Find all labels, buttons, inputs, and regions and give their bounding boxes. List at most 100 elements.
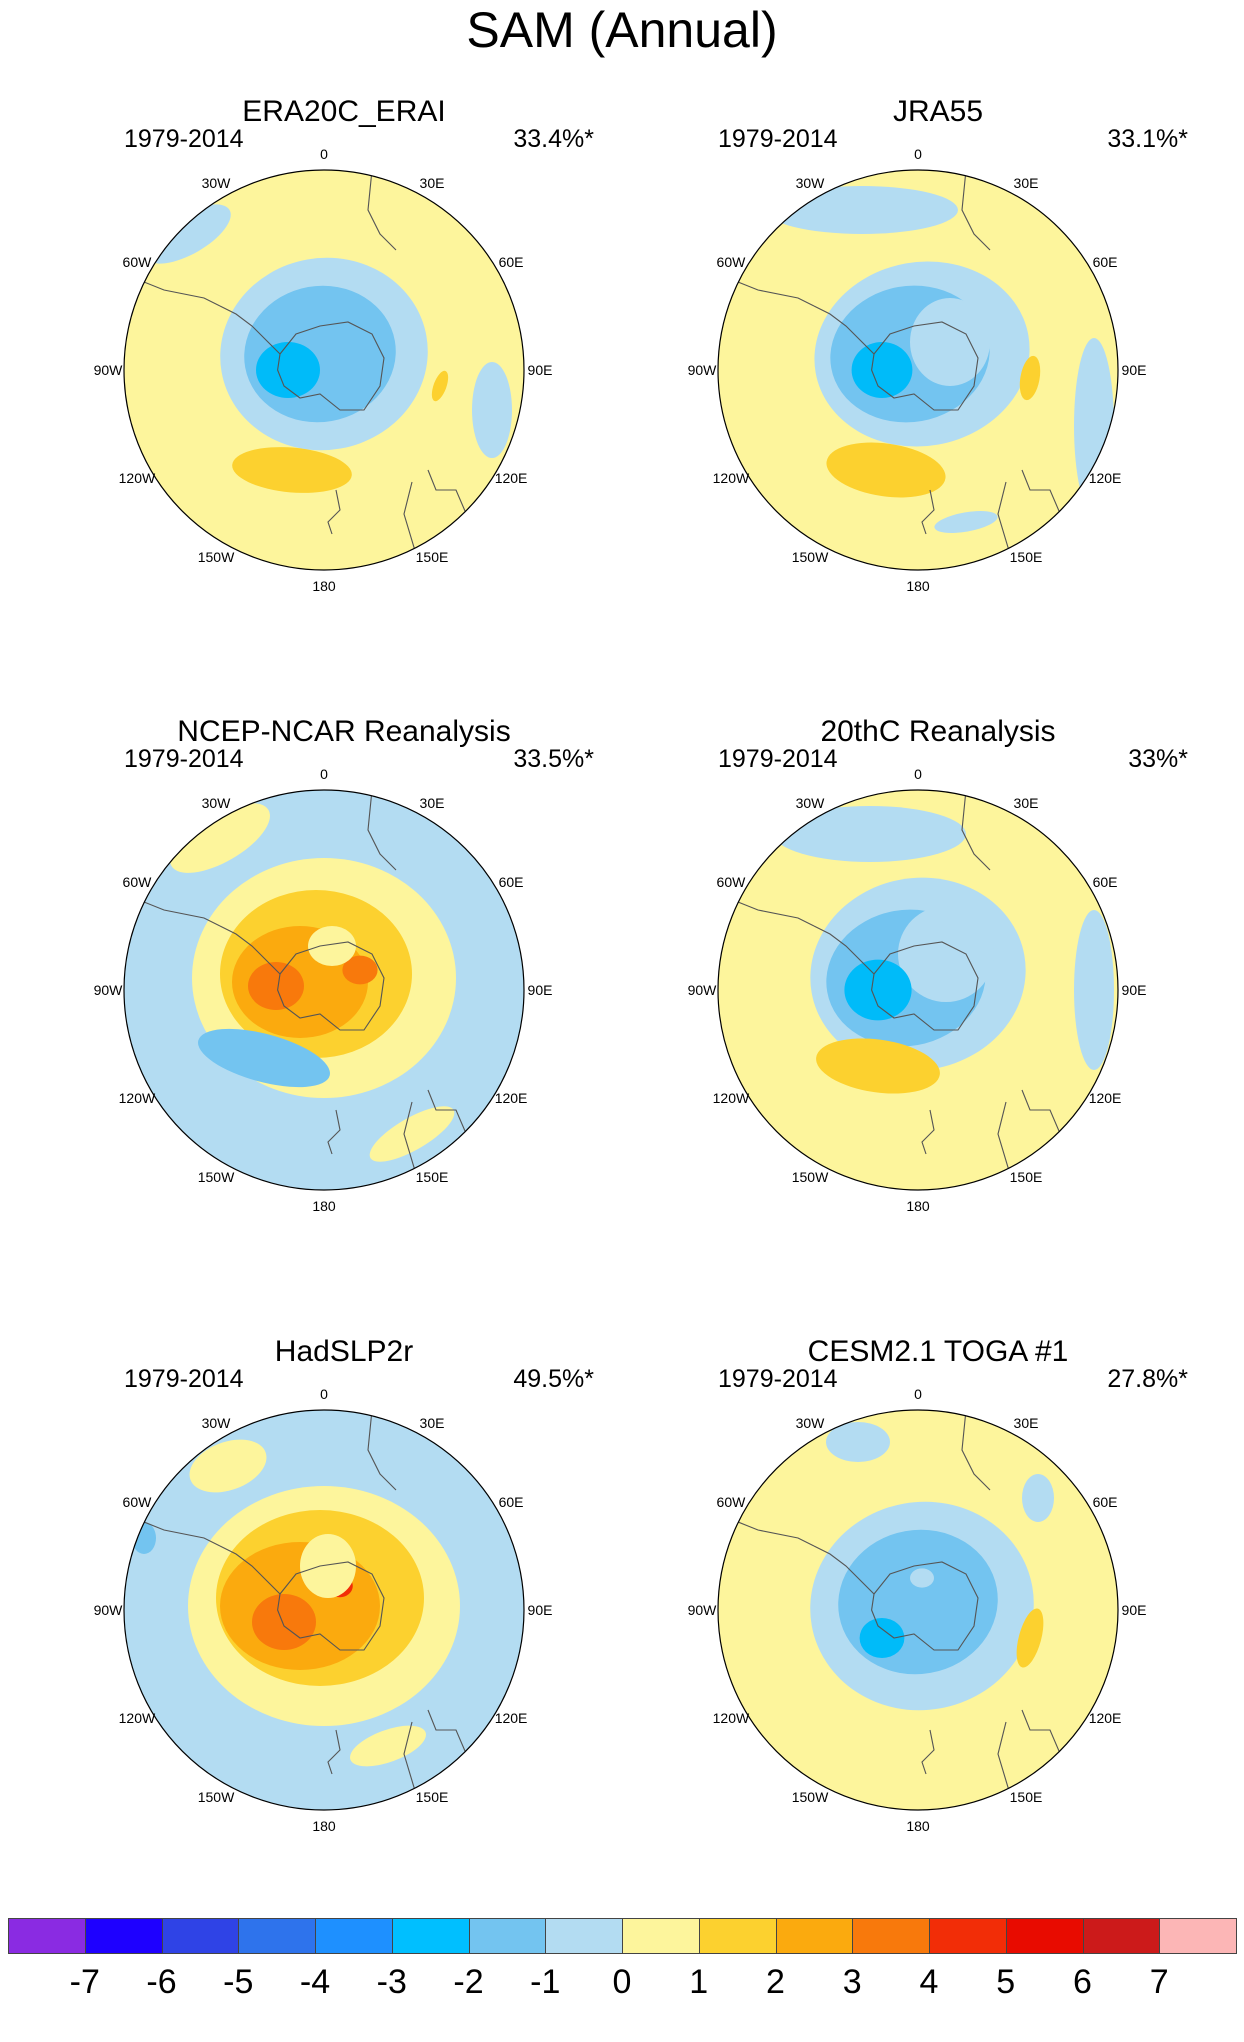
longitude-label: 90E	[527, 982, 553, 998]
panel-period: 1979-2014	[718, 745, 838, 773]
contour-region	[431, 370, 449, 402]
map-panel: NCEP-NCAR Reanalysis 1979-2014 33.5%* 0 30E 6…	[54, 690, 634, 1270]
longitude-label: 180	[312, 578, 336, 594]
colorbar-box	[1082, 1918, 1161, 1954]
continent-coastline	[961, 170, 991, 251]
longitude-label: 30W	[201, 794, 231, 811]
contour-region	[816, 1038, 940, 1094]
map-panel: ERA20C_ERAI 1979-2014 33.4%* 0 30E 60E 90E 120E…	[54, 70, 634, 650]
colorbar-box	[84, 1918, 163, 1954]
contour-region	[252, 1594, 316, 1650]
longitude-label: 120E	[1088, 1710, 1122, 1726]
continent-coastline	[367, 170, 397, 251]
longitude-label: 90W	[687, 1602, 717, 1618]
colorbar-tick-label: -7	[69, 1963, 100, 2001]
contour-region	[1019, 355, 1041, 401]
polar-map	[123, 169, 525, 571]
anomaly-field	[718, 1410, 1118, 1810]
panel-title: NCEP-NCAR Reanalysis	[177, 715, 511, 748]
contour-region	[851, 342, 913, 398]
contour-region	[256, 342, 320, 398]
contour-region	[1074, 910, 1114, 1070]
continent-coastline	[921, 1729, 935, 1775]
longitude-label: 0	[320, 1386, 328, 1402]
contour-region	[826, 442, 946, 498]
map-boundary	[123, 1409, 525, 1811]
longitude-label: 150W	[197, 1789, 235, 1806]
colorbar-tick-label: 6	[1073, 1963, 1092, 2001]
polar-map	[123, 789, 525, 1191]
contour-region	[369, 1106, 455, 1162]
contour-region	[826, 1422, 890, 1462]
longitude-label: 120W	[118, 1710, 156, 1726]
longitude-label: 150W	[791, 1789, 829, 1806]
map-boundary	[123, 169, 525, 571]
colorbar-box	[391, 1918, 470, 1954]
longitude-label: 0	[320, 146, 328, 162]
figure-title: SAM (Annual)	[466, 2, 778, 58]
colorbar-tick-label: -5	[223, 1963, 254, 2001]
longitude-label: 30E	[419, 1414, 445, 1431]
longitude-label: 120E	[1088, 1090, 1122, 1106]
longitude-label: 120E	[1088, 470, 1122, 486]
longitude-label: 30W	[201, 174, 231, 191]
continent-coastline	[961, 790, 991, 871]
longitude-label: 0	[914, 1386, 922, 1402]
longitude-label: 30W	[795, 1414, 825, 1431]
colorbar-tick-label: -4	[299, 1963, 331, 2001]
contour-region	[934, 511, 998, 533]
colorbar-tick-label: 2	[766, 1963, 785, 2001]
anomaly-field	[124, 1410, 524, 1810]
contour-region	[170, 803, 270, 873]
map-panel: JRA55 1979-2014 33.1%* 0 30E 60E 90E 120E 150E 18…	[648, 70, 1228, 650]
longitude-label: 90E	[527, 1602, 553, 1618]
longitude-label: 180	[906, 1198, 930, 1214]
antarctica-coastline	[277, 321, 385, 411]
continent-coastline	[367, 1410, 397, 1491]
map-boundary	[717, 169, 1119, 571]
map-boundary	[717, 789, 1119, 1191]
continent-coastline	[327, 489, 341, 535]
map-boundary	[123, 789, 525, 1191]
continent-coastline	[327, 1109, 341, 1155]
colorbar-box	[8, 1918, 86, 1954]
polar-map	[717, 169, 1119, 571]
contour-region	[774, 806, 966, 862]
panel-variance: 33.5%*	[513, 745, 594, 773]
continent-coastline	[367, 790, 397, 871]
longitude-label: 150E	[415, 549, 449, 566]
continent-coastline	[327, 1729, 341, 1775]
polar-map	[717, 1409, 1119, 1811]
anomaly-field	[124, 170, 524, 570]
panel-title: JRA55	[892, 95, 984, 128]
panel-period: 1979-2014	[124, 125, 244, 153]
longitude-label: 30E	[1013, 794, 1039, 811]
map-panel: 20thC Reanalysis 1979-2014 33%* 0 30E 60E 90E 1…	[648, 690, 1228, 1270]
colorbar-box	[698, 1918, 777, 1954]
map-panel: HadSLP2r 1979-2014 49.5%* 0 30E 60E 90E 120E 150…	[54, 1310, 634, 1890]
longitude-label: 120E	[494, 470, 528, 486]
contour-region	[472, 362, 512, 458]
peninsula-coastline	[813, 1545, 875, 1595]
colorbar-box	[929, 1918, 1007, 1954]
contour-region	[844, 959, 912, 1021]
longitude-label: 30E	[1013, 1414, 1039, 1431]
longitude-label: 150E	[1009, 1789, 1043, 1806]
peninsula-coastline	[219, 305, 281, 355]
colorbar-box	[1005, 1918, 1084, 1954]
contour-region	[859, 1618, 905, 1658]
longitude-label: 30E	[1013, 174, 1039, 191]
longitude-label: 60W	[716, 254, 746, 270]
panel-period: 1979-2014	[718, 1365, 838, 1393]
longitude-label: 90E	[527, 362, 553, 378]
longitude-label: 0	[320, 766, 328, 782]
colorbar-tick-label: 1	[689, 1963, 709, 2001]
longitude-label: 60E	[1092, 1494, 1118, 1510]
contour-region	[308, 926, 356, 966]
longitude-label: 60E	[498, 874, 524, 890]
panel-period: 1979-2014	[124, 1365, 244, 1393]
contour-region	[342, 955, 378, 985]
antarctica-coastline	[871, 941, 979, 1031]
panel-period: 1979-2014	[718, 125, 838, 153]
longitude-label: 60E	[1092, 874, 1118, 890]
